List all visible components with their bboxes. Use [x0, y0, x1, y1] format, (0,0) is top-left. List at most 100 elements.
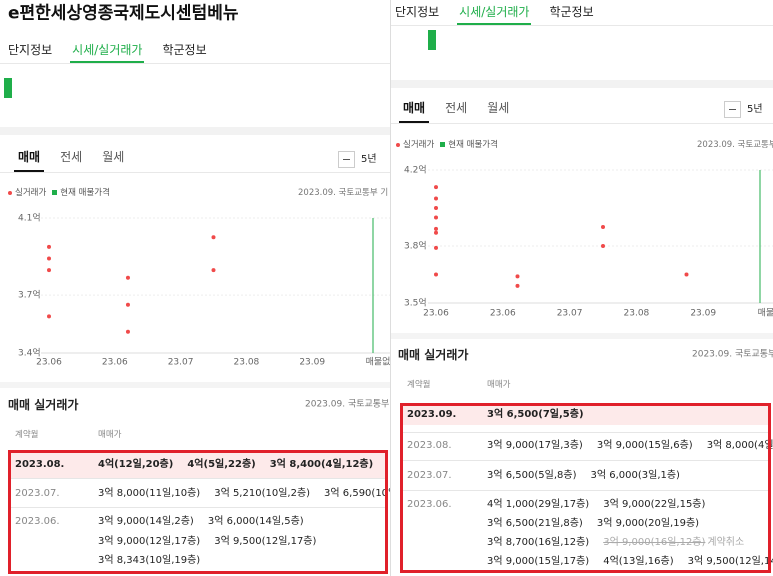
y-tick-label: 3.5억: [404, 297, 427, 309]
deal-point: [434, 272, 438, 277]
section-band: [390, 80, 773, 88]
deal-point: [47, 314, 51, 319]
legend-square: [440, 142, 446, 147]
deal-price: 3억 9,000(15일,6층): [596, 440, 693, 451]
x-tick-label: 23.07: [168, 358, 194, 368]
deal-point: [434, 196, 438, 201]
deal-price: 3억 8,700(16일,12층): [487, 537, 590, 548]
tab-underline: [70, 61, 145, 63]
x-tick-label: 23.08: [234, 358, 260, 368]
tab-divider: [0, 63, 390, 64]
contract-month: 2023.07.: [407, 470, 452, 481]
deal-price: 4억(5일,22층): [187, 459, 256, 470]
deal-price: 3억 9,500(12일,14층): [687, 556, 773, 567]
table-source: 2023.09. 국토교통부: [692, 349, 773, 360]
panel-separator: [390, 0, 391, 576]
deal-point: [211, 235, 216, 240]
deal-price: 3억 8,400(4일,12층): [269, 459, 374, 470]
section-band: [390, 333, 773, 339]
deal-price: 3억 9,500(12일,17층): [214, 535, 317, 547]
deal-point: [515, 283, 520, 288]
x-tick-label: 23.09: [690, 309, 716, 319]
deal-point: [434, 185, 438, 190]
deal-price: 3억 8,343(10일,19층): [98, 555, 201, 566]
minus-icon: [729, 109, 736, 110]
table-header: 계약월: [407, 379, 431, 390]
deal-status: 계약취소: [707, 537, 745, 548]
detail-tab[interactable]: 시세/실거래가: [72, 43, 143, 57]
sale-tab[interactable]: 전세: [445, 101, 468, 115]
deal-price: 3억 6,500(5일,8층): [487, 470, 577, 481]
page-title: e편한세상영종국제도시센텀베뉴: [8, 3, 239, 24]
table-source: 2023.09. 국토교통부 기: [305, 399, 390, 410]
legend-entry: 현재 매물가격: [60, 187, 110, 198]
highlighted-row: [400, 405, 771, 425]
deal-price: 3억 9,000(15일,17층): [487, 556, 590, 567]
contract-month: 2023.08.: [407, 440, 452, 451]
chart-source: 2023.09. 국토교통부: [697, 139, 773, 150]
deal-point: [125, 302, 130, 307]
period-label[interactable]: 5년: [361, 154, 377, 165]
y-tick-label: 3.8억: [404, 240, 427, 252]
detail-tab[interactable]: 시세/실거래가: [459, 5, 530, 19]
x-tick-label: 23.09: [299, 358, 325, 368]
highlight-frame: [8, 450, 388, 574]
panel-left: e편한세상영종국제도시센텀베뉴 단지정보 시세/실거래가 학군정보 매매 전세 월세 5년 실거…: [0, 3, 390, 574]
table-title: 매매 실거래가: [398, 348, 469, 362]
sale-tab[interactable]: 월세: [102, 150, 125, 164]
y-tick-label: 3.7억: [18, 289, 41, 301]
detail-tab[interactable]: 단지정보: [395, 5, 440, 19]
contract-month: 2023.09.: [407, 409, 457, 420]
deal-point: [47, 268, 51, 273]
deal-point: [434, 226, 438, 231]
deal-point: [47, 244, 51, 249]
deal-price: 3억 9,000(14일,2층): [98, 516, 194, 527]
legend-entry: 현재 매물가격: [448, 139, 498, 150]
area-chip-selected: [428, 30, 436, 50]
period-minus-button[interactable]: [338, 151, 355, 168]
row-divider: [400, 460, 771, 461]
period-label[interactable]: 5년: [747, 104, 763, 115]
detail-tab[interactable]: 학군정보: [162, 43, 207, 57]
deal-point: [434, 230, 438, 235]
table-title: 매매 실거래가: [8, 398, 79, 412]
sale-tab[interactable]: 매매: [403, 101, 426, 115]
sale-tab[interactable]: 전세: [60, 150, 83, 164]
chart-source: 2023.09. 국토교통부 기: [298, 187, 389, 198]
deal-price: 4억 1,000(29일,17층): [487, 499, 590, 510]
deal-point: [125, 275, 130, 280]
y-tick-label: 3.4억: [18, 347, 41, 359]
x-tick-label: 매물없: [758, 308, 773, 319]
deal-point: [125, 329, 130, 334]
row-divider: [400, 432, 771, 433]
detail-tab[interactable]: 단지정보: [8, 43, 53, 57]
row-divider: [8, 507, 388, 508]
y-tick-label: 4.1억: [18, 212, 41, 224]
deal-price: 3억 6,590(10일,8층): [324, 488, 390, 499]
sale-tab-underline: [399, 121, 430, 123]
section-band: [0, 127, 390, 135]
sale-tab[interactable]: 매매: [18, 150, 41, 164]
deal-price: 3억 6,500(7일,5층): [487, 409, 584, 420]
deal-price: 3억 9,000(20일,19층): [596, 518, 700, 529]
period-minus-button[interactable]: [724, 101, 741, 118]
deal-point: [601, 225, 605, 229]
deal-point: [434, 215, 438, 220]
legend-dot: [8, 191, 12, 195]
deal-point: [434, 245, 438, 250]
table-header: 매매가: [98, 429, 122, 440]
table-header: 매매가: [487, 379, 511, 390]
legend-entry: 실거래가: [403, 139, 435, 150]
x-tick-label: 매물없: [366, 357, 390, 368]
sale-tab[interactable]: 월세: [487, 101, 510, 115]
deal-point: [47, 256, 51, 261]
contract-month: 2023.08.: [15, 459, 65, 470]
detail-tab[interactable]: 학군정보: [549, 5, 594, 19]
deal-price: 3억 8,000(4일,13층): [706, 440, 773, 451]
deal-price: 3억 9,000(22일,15층): [603, 499, 706, 510]
row-divider: [8, 478, 388, 479]
sale-tab-underline: [14, 170, 45, 172]
deal-price: 3억 6,500(21일,8층): [487, 518, 583, 529]
tab-underline: [457, 23, 532, 25]
